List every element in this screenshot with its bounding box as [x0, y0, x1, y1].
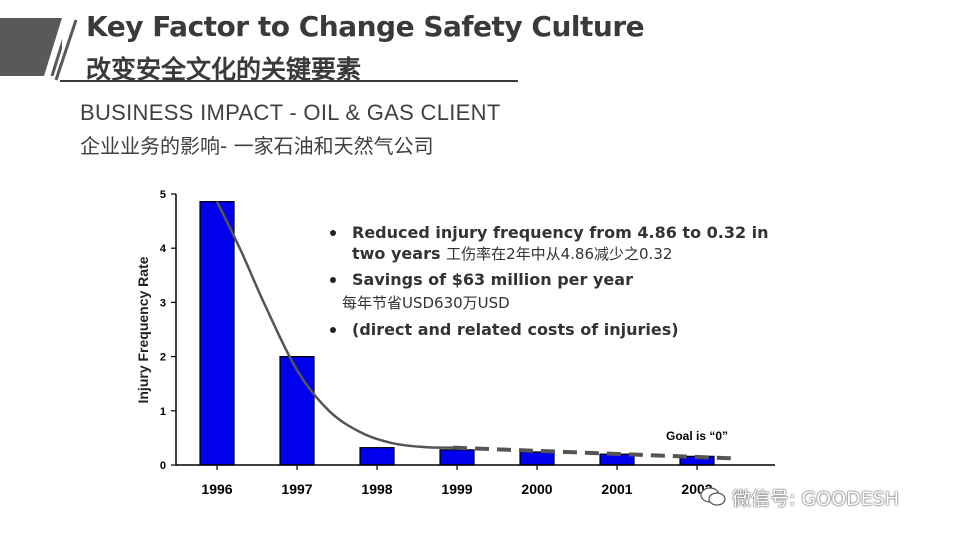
- title-accent-icon: [0, 18, 62, 76]
- bullet-text: Savings of $63 million per year: [352, 270, 633, 289]
- y-tick-label: 2: [160, 352, 166, 364]
- bullet-dot-icon: [330, 230, 336, 236]
- subtitle: BUSINESS IMPACT - OIL & GAS CLIENT: [80, 100, 501, 125]
- x-tick-label: 1998: [361, 481, 392, 497]
- bullet-item: Savings of $63 million per year: [330, 269, 810, 290]
- wechat-watermark: 微信号: GOODESH: [700, 484, 899, 510]
- page-title-zh: 改变安全文化的关键要素: [86, 55, 362, 84]
- bar-1998: [359, 447, 395, 466]
- y-tick-label: 1: [160, 406, 166, 418]
- bullet-dot-icon: [330, 327, 336, 333]
- y-tick-label: 4: [160, 243, 167, 255]
- trend-line-goal: [452, 445, 738, 461]
- bar-2000: [519, 451, 555, 466]
- bullet-dot-icon: [330, 277, 336, 283]
- bullet-text-zh: 工伤率在2年中从4.86减少之0.32: [446, 245, 673, 263]
- bullet-text: Reduced injury frequency from 4.86 to 0.…: [352, 223, 769, 242]
- x-tick-label: 1996: [201, 481, 232, 497]
- bullet-text: (direct and related costs of injuries): [352, 320, 679, 339]
- bullet-sub-zh: 每年节省USD630万USD: [342, 294, 510, 312]
- title-slash-icon: [54, 19, 78, 81]
- bullet-item: (direct and related costs of injuries): [330, 319, 810, 340]
- bar-1997: [279, 356, 315, 466]
- goal-annotation: Goal is “0”: [666, 429, 728, 443]
- trend-line-solid: [215, 201, 454, 449]
- page-title: Key Factor to Change Safety Culture: [86, 10, 645, 43]
- title-divider: [60, 80, 518, 82]
- y-tick-label: 3: [160, 297, 166, 309]
- wechat-icon: [700, 487, 726, 506]
- subtitle-zh: 企业业务的影响- 一家石油和天然气公司: [80, 134, 434, 158]
- y-axis-label: Injury Frequency Rate: [135, 256, 151, 403]
- bullet-item: Reduced injury frequency from 4.86 to 0.…: [330, 222, 810, 265]
- x-tick-label: 2000: [521, 481, 552, 497]
- bullet-text-cont: two years: [352, 244, 441, 263]
- x-tick-label: 2001: [601, 481, 632, 497]
- bar-1999: [439, 449, 475, 466]
- watermark-text: 微信号: GOODESH: [732, 487, 900, 510]
- y-tick-label: 0: [160, 460, 166, 472]
- bar-1996: [199, 200, 235, 466]
- bullet-list: Reduced injury frequency from 4.86 to 0.…: [330, 222, 810, 340]
- x-tick-label: 1999: [441, 481, 472, 497]
- x-tick-label: 1997: [281, 481, 312, 497]
- y-tick-label: 5: [160, 189, 166, 201]
